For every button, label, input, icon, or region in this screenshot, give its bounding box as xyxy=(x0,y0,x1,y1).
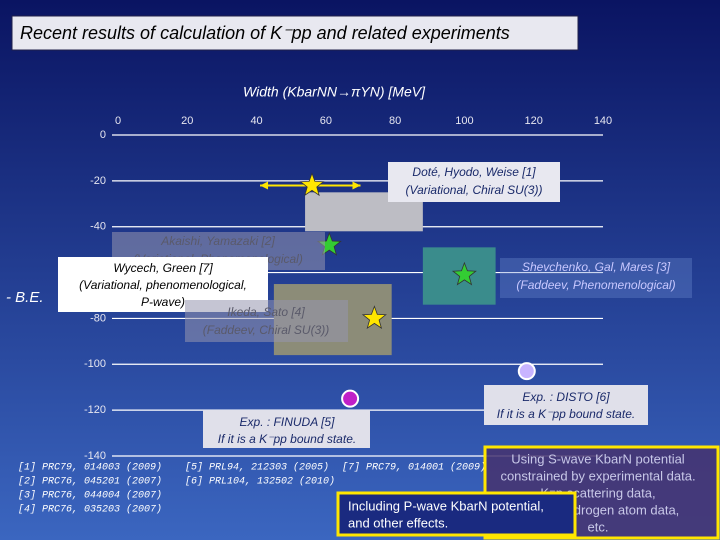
annotation-text: Exp. : FINUDA [5] xyxy=(240,415,336,429)
reference: [6] PRL104, 132502 (2010) xyxy=(185,476,335,488)
y-tick-label: -120 xyxy=(84,404,106,416)
reference: [4] PRC76, 035203 (2007) xyxy=(18,504,162,516)
note-text: and other effects. xyxy=(348,515,448,530)
y-tick-label: -80 xyxy=(90,312,106,324)
y-tick-label: -140 xyxy=(84,450,106,462)
annotation-text: Shevchenko, Gal, Mares [3] xyxy=(522,260,671,274)
annotation-text: P-wave) xyxy=(141,295,185,309)
note-text: Including P-wave KbarN potential, xyxy=(348,498,544,513)
annotation-text: Exp. : DISTO [6] xyxy=(522,390,610,404)
note-text: constrained by experimental data. xyxy=(500,468,695,483)
error-arrow xyxy=(352,181,361,190)
x-tick-label: 20 xyxy=(181,115,193,127)
annotation-text: (Faddeev, Chiral SU(3)) xyxy=(203,323,329,337)
y-axis-label: - B.E. xyxy=(6,289,44,306)
annotation-text: Ikeda, Sato [4] xyxy=(227,305,305,319)
x-tick-label: 100 xyxy=(455,115,473,127)
annotation-text: Akaishi, Yamazaki [2] xyxy=(160,234,275,248)
annotation-text: (Faddeev, Phenomenological) xyxy=(516,278,675,292)
x-tick-label: 60 xyxy=(320,115,332,127)
y-tick-label: -100 xyxy=(84,358,106,370)
annotation-box xyxy=(203,410,370,448)
annotation-text: (Variational, phenomenological, xyxy=(79,278,247,292)
star-marker xyxy=(299,172,325,197)
x-axis-label: Width (KbarNN→πYN) [MeV] xyxy=(243,84,426,100)
annotation-box xyxy=(185,300,348,342)
x-tick-label: 120 xyxy=(525,115,543,127)
annotation-text: If it is a K⁻pp bound state. xyxy=(218,432,356,446)
x-tick-label: 40 xyxy=(250,115,262,127)
annotation-text: Doté, Hyodo, Weise [1] xyxy=(412,165,536,179)
note-text: etc. xyxy=(588,519,609,534)
chart-title: Recent results of calculation of K⁻pp an… xyxy=(20,23,510,43)
note-box xyxy=(336,491,577,537)
y-tick-label: 0 xyxy=(100,129,106,141)
x-tick-label: 140 xyxy=(594,115,612,127)
y-tick-label: -20 xyxy=(90,175,106,187)
star-marker xyxy=(361,305,387,330)
x-tick-label: 0 xyxy=(115,115,121,127)
annotation-box xyxy=(388,162,560,202)
error-arrow xyxy=(260,181,269,190)
reference: [2] PRC76, 045201 (2007) xyxy=(18,476,162,488)
annotation-text: Wycech, Green [7] xyxy=(113,261,213,275)
reference: [1] PRC79, 014003 (2009) xyxy=(18,462,162,474)
circle-marker xyxy=(341,389,360,408)
annotation-text: If it is a K⁻pp bound state. xyxy=(497,407,635,421)
annotation-box xyxy=(484,385,648,425)
annotation-box xyxy=(500,258,692,298)
reference: [5] PRL94, 212303 (2005) xyxy=(185,462,329,474)
circle-marker xyxy=(517,362,536,381)
reference: [3] PRC76, 044004 (2007) xyxy=(18,490,162,502)
x-tick-label: 80 xyxy=(389,115,401,127)
star-marker xyxy=(451,261,477,286)
title-box xyxy=(11,15,579,51)
y-tick-label: -40 xyxy=(90,221,106,233)
annotation-text: (Variational, Chiral SU(3)) xyxy=(406,183,543,197)
reference: [7] PRC79, 014001 (2009) xyxy=(342,462,486,474)
note-text: Using S-wave KbarN potential xyxy=(511,451,685,466)
